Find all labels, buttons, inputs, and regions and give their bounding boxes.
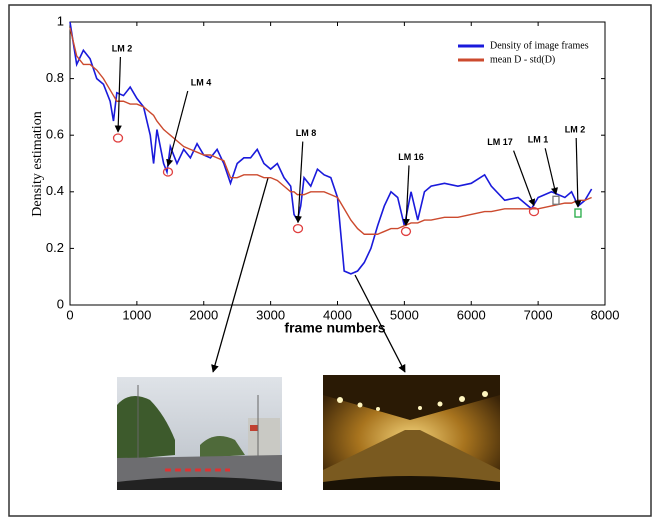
annotation-arrow xyxy=(406,165,409,225)
annotation-label: LM 1 xyxy=(528,135,549,145)
annotation-label: LM 2 xyxy=(565,124,586,134)
annotation-label: LM 2 xyxy=(112,43,133,53)
pointer-arrow xyxy=(213,178,268,372)
legend-label: mean D - std(D) xyxy=(490,54,555,65)
y-tick-label: 0.6 xyxy=(46,127,64,142)
figure: frame numbers Density estimation 0100020… xyxy=(0,0,659,527)
photo-street xyxy=(117,377,282,490)
annotation-arrow xyxy=(576,138,578,207)
y-tick-label: 0.4 xyxy=(46,183,64,198)
annotation-label: LM 8 xyxy=(296,128,317,138)
x-tick-label: 3000 xyxy=(256,307,285,322)
photo-tunnel xyxy=(323,375,500,490)
y-tick-label: 0.2 xyxy=(46,240,64,255)
landmark-marker xyxy=(575,209,581,217)
landmark-marker xyxy=(114,134,123,142)
x-tick-label: 1000 xyxy=(122,307,151,322)
x-tick-label: 0 xyxy=(66,307,73,322)
annotation-label: LM 4 xyxy=(191,77,212,87)
landmark-marker xyxy=(293,225,302,233)
x-tick-label: 5000 xyxy=(390,307,419,322)
annotation-arrow xyxy=(168,91,188,166)
y-tick-label: 0.8 xyxy=(46,70,64,85)
x-tick-label: 8000 xyxy=(591,307,620,322)
landmark-marker xyxy=(401,227,410,235)
x-tick-label: 7000 xyxy=(524,307,553,322)
x-tick-label: 4000 xyxy=(323,307,352,322)
y-axis-label: Density estimation xyxy=(30,111,45,216)
annotation-label: LM 17 xyxy=(487,137,513,147)
annotation-label: LM 16 xyxy=(398,152,424,162)
annotation-arrow xyxy=(545,148,556,194)
landmark-marker xyxy=(553,196,559,204)
x-tick-label: 6000 xyxy=(457,307,486,322)
y-tick-label: 0 xyxy=(57,296,64,311)
y-tick-label: 1 xyxy=(57,13,64,28)
legend-label: Density of image frames xyxy=(490,40,589,51)
x-tick-label: 2000 xyxy=(189,307,218,322)
